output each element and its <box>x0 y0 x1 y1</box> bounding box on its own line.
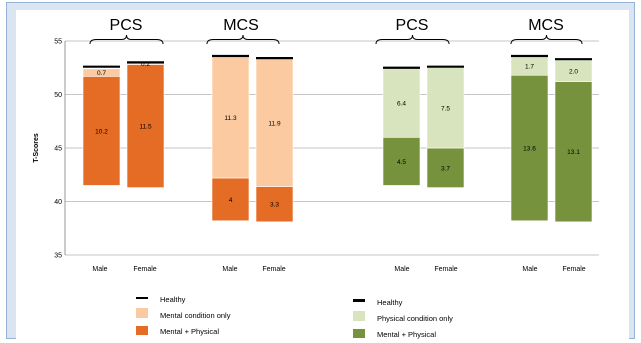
x-category-label: Male <box>222 266 237 273</box>
bar-value-label: 10.2 <box>95 128 108 135</box>
bar-value-label: 3.3 <box>270 202 279 209</box>
bar-segment <box>211 177 250 222</box>
bar-value-label: 13.1 <box>567 149 580 156</box>
y-tick-label: 35 <box>54 253 62 260</box>
x-category-label: Female <box>133 266 156 273</box>
bar-value-label: 6.4 <box>397 101 406 108</box>
x-category-label: Female <box>434 266 457 273</box>
bar-value-label: 4.5 <box>397 159 406 166</box>
bar-segment <box>382 68 421 138</box>
legend-label: Healthy <box>377 298 403 307</box>
y-tick-label: 50 <box>54 92 62 99</box>
bar-value-label: 11.3 <box>224 115 237 122</box>
bar-segment <box>82 68 121 77</box>
bar-segment <box>211 56 250 179</box>
legend-label: Mental condition only <box>160 311 231 320</box>
y-tick-label: 40 <box>54 199 62 206</box>
bar-value-label: 13.6 <box>523 146 536 153</box>
bar-segment <box>554 81 593 223</box>
x-category-label: Female <box>562 266 585 273</box>
bar-segment <box>510 74 549 222</box>
group-title: PCS <box>396 17 429 34</box>
bar-value-label: 2.0 <box>569 68 578 75</box>
y-tick-label: 55 <box>54 39 62 46</box>
legend-label: Mental + Physical <box>160 327 219 336</box>
bar-segment <box>255 58 294 187</box>
legend-label: Healthy <box>160 295 186 304</box>
legend-swatch-healthy <box>136 297 148 299</box>
chart-panel: 35 40 45 50 55 T-Scores 10.2 0.7 Male 11.5 0.2 Fema… <box>16 10 629 340</box>
bar-segment <box>426 147 465 188</box>
bar-segment <box>426 67 465 149</box>
x-category-label: Male <box>92 266 107 273</box>
x-category-label: Female <box>262 266 285 273</box>
legend-label: Mental + Physical <box>377 330 436 339</box>
group-title: MCS <box>528 17 564 34</box>
bar-value-label: 7.5 <box>441 105 450 112</box>
group-brace <box>89 34 164 45</box>
bar-value-label: 1.7 <box>525 64 534 71</box>
bar-value-label: 0.7 <box>97 70 106 77</box>
bar-segment <box>126 64 165 188</box>
legend-swatch-physical-only <box>353 311 365 321</box>
bar-value-label: 11.9 <box>268 120 281 127</box>
group-title: MCS <box>223 17 259 34</box>
group-brace <box>375 34 450 45</box>
group-brace <box>510 34 583 45</box>
bar-segment <box>382 137 421 186</box>
legend-label: Physical condition only <box>377 314 453 323</box>
legend-swatch-mental-physical <box>136 326 148 335</box>
bar-value-label: 3.7 <box>441 165 450 172</box>
y-axis-title: T-Scores <box>33 133 40 163</box>
y-tick-label: 45 <box>54 146 62 153</box>
bar-value-label: 4 <box>229 197 233 204</box>
group-title: PCS <box>110 17 143 34</box>
group-brace <box>206 34 280 45</box>
bar-segment <box>82 76 121 186</box>
legend-swatch-mental-physical <box>353 329 365 338</box>
x-category-label: Male <box>394 266 409 273</box>
bar-segment <box>255 186 294 223</box>
legend-swatch-healthy <box>353 299 365 302</box>
bar-value-label: 0.2 <box>141 61 150 68</box>
chart-canvas: 35 40 45 50 55 T-Scores 10.2 0.7 Male 11.5 0.2 Fema… <box>33 17 599 273</box>
legend-swatch-mental-only <box>136 308 148 318</box>
x-category-label: Male <box>522 266 537 273</box>
bar-value-label: 11.5 <box>139 124 152 131</box>
